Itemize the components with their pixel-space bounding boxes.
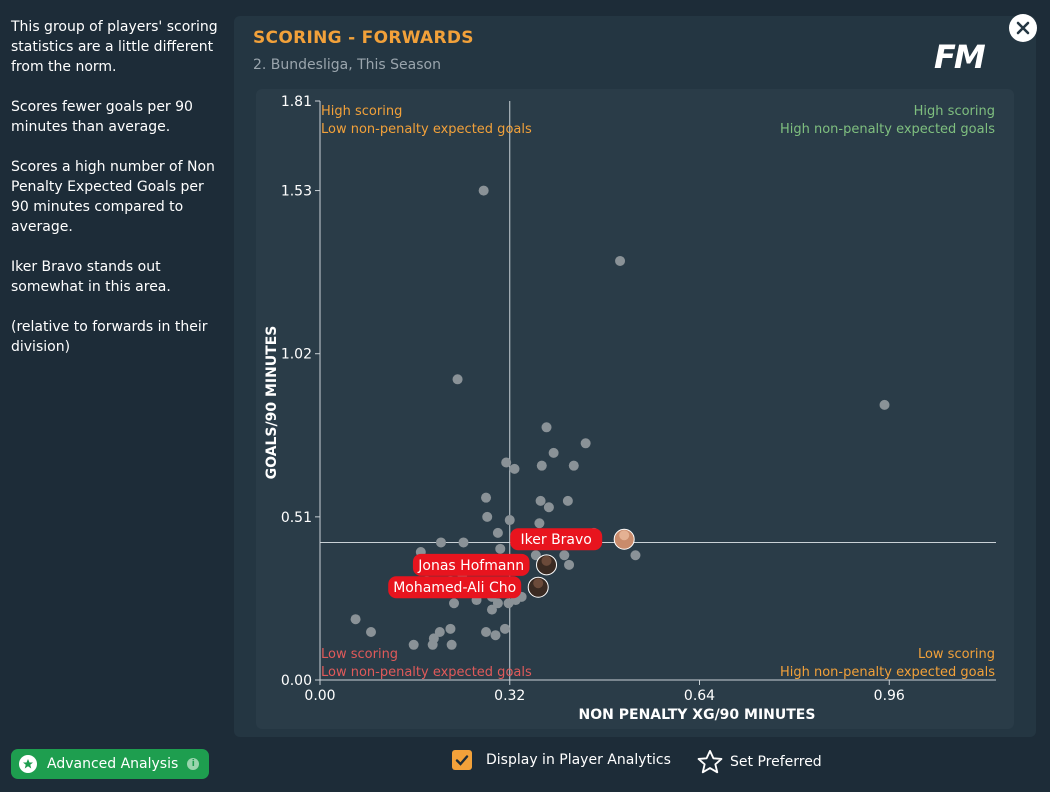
data-point [365, 627, 376, 638]
player-face-icon [619, 530, 630, 541]
x-axis-title: NON PENALTY XG/90 MINUTES [579, 707, 816, 723]
data-point [536, 460, 547, 471]
panel-title: SCORING - FORWARDS [253, 28, 474, 48]
set-preferred-label: Set Preferred [730, 754, 822, 770]
data-point [486, 604, 497, 615]
quadrant-label-bottom-right: Low scoring [918, 647, 995, 662]
quadrant-label-top-left: High scoring [321, 104, 402, 119]
data-point [481, 627, 492, 638]
data-point [482, 511, 493, 522]
description-paragraph: Scores fewer goals per 90 minutes than a… [11, 99, 193, 135]
quadrant-label-top-right: High non-penalty expected goals [780, 122, 995, 137]
data-point [541, 422, 552, 433]
data-point [580, 438, 591, 449]
x-tick-label: 0.64 [684, 688, 715, 704]
data-point [350, 614, 361, 625]
data-point [452, 374, 463, 385]
data-point [449, 598, 460, 609]
data-point [548, 447, 559, 458]
y-axis-title: GOALS/90 MINUTES [264, 326, 280, 480]
description-paragraph: Iker Bravo stands out somewhat in this a… [11, 259, 171, 295]
x-tick-label: 0.96 [874, 688, 905, 704]
data-point [501, 457, 512, 468]
player-label-badge [388, 576, 522, 599]
panel-subtitle: 2. Bundesliga, This Season [253, 57, 441, 73]
data-point [445, 623, 456, 634]
quadrant-label-top-left: Low non-penalty expected goals [321, 122, 532, 137]
advanced-analysis-label: Advanced Analysis [47, 756, 179, 772]
data-point [500, 623, 511, 634]
quadrant-label-top-right: High scoring [914, 104, 995, 119]
y-tick-label: 0.00 [281, 673, 312, 689]
data-point [503, 598, 514, 609]
data-point [490, 630, 501, 641]
description-paragraph: Scores a high number of Non Penalty Expe… [11, 159, 215, 235]
advanced-analysis-button[interactable]: Advanced Analysis i [11, 749, 209, 779]
data-point [543, 502, 554, 513]
analysis-description: This group of players' scoring statistic… [11, 17, 226, 377]
info-icon[interactable]: i [187, 758, 200, 770]
data-point [509, 463, 520, 474]
close-button[interactable] [1009, 14, 1037, 42]
data-point [630, 550, 641, 561]
data-point [481, 492, 492, 503]
data-point [408, 639, 419, 650]
data-point [530, 550, 541, 561]
display-in-analytics-label: Display in Player Analytics [486, 752, 671, 768]
chart-area: 0.00 0.32 0.64 0.96 0.00 0.51 1.02 1.53 1.81 NON … [256, 89, 1014, 729]
data-point [535, 495, 546, 506]
display-in-analytics-toggle[interactable]: Display in Player Analytics [452, 750, 671, 770]
y-tick-label: 0.51 [281, 510, 312, 526]
checkbox[interactable] [452, 750, 472, 770]
data-point [427, 639, 438, 650]
data-point [492, 527, 503, 538]
quadrant-label-bottom-left: Low scoring [321, 647, 398, 662]
data-point [568, 460, 579, 471]
y-tick-label: 1.81 [281, 94, 312, 110]
close-icon [1016, 21, 1030, 35]
data-point [492, 598, 503, 609]
data-point [879, 399, 890, 410]
data-point [435, 537, 446, 548]
checkmark-icon [455, 755, 469, 766]
data-point [504, 515, 515, 526]
player-label-badge [412, 553, 530, 576]
quadrant-label-bottom-right: High non-penalty expected goals [780, 665, 995, 680]
x-tick-label: 0.32 [494, 688, 525, 704]
player-face-icon [541, 555, 552, 566]
set-preferred-button[interactable]: Set Preferred [696, 748, 822, 776]
quadrant-label-bottom-left: Low non-penalty expected goals [321, 665, 532, 680]
y-tick-label: 1.02 [281, 347, 312, 363]
player-name-label: Mohamed-Ali Cho [393, 580, 516, 596]
scatter-chart: 0.00 0.32 0.64 0.96 0.00 0.51 1.02 1.53 1.81 NON … [264, 94, 996, 723]
data-point [534, 518, 545, 529]
star-outline-icon [697, 749, 723, 774]
fm-logo: FM [934, 38, 986, 76]
data-point [458, 537, 469, 548]
description-paragraph: (relative to forwards in their division) [11, 319, 208, 355]
data-point [615, 255, 626, 266]
star-badge-icon [19, 755, 37, 773]
data-point [495, 543, 506, 554]
player-label-badge [510, 528, 603, 551]
player-face-icon [533, 578, 544, 589]
y-tick-label: 1.53 [281, 184, 312, 200]
description-paragraph: This group of players' scoring statistic… [11, 19, 218, 75]
player-name-label: Iker Bravo [521, 532, 592, 548]
player-name-label: Jonas Hofmann [417, 558, 524, 574]
data-point [446, 639, 457, 650]
data-point [559, 550, 570, 561]
data-point [564, 559, 575, 570]
x-tick-label: 0.00 [304, 688, 335, 704]
data-point [478, 185, 489, 196]
data-point [562, 495, 573, 506]
data-point [434, 627, 445, 638]
